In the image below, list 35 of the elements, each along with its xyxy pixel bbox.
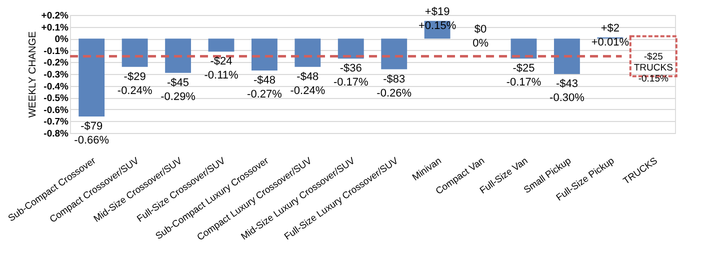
bar <box>294 38 321 67</box>
data-label: -$29 -0.24% <box>117 70 152 97</box>
y-tick-label: -0.1% <box>44 46 70 57</box>
data-label: -$45 -0.29% <box>160 76 196 103</box>
y-tick-label: +0.2% <box>41 10 70 22</box>
data-label: -$43 -0.30% <box>550 78 585 104</box>
data-label: -$24 -0.11% <box>204 56 238 82</box>
data-label: -$48 -0.27% <box>247 74 282 100</box>
data-label: -$48 -0.24% <box>290 70 326 97</box>
y-tick-label: -0.5% <box>44 93 70 104</box>
bar <box>122 38 148 67</box>
bar <box>338 38 364 59</box>
y-tick-label: -0.4% <box>44 81 70 92</box>
bar <box>252 38 278 70</box>
bar <box>208 38 234 52</box>
bar <box>165 38 191 73</box>
y-tick-label: -0.3% <box>44 70 70 80</box>
bar <box>510 38 537 59</box>
ref-line-label: -$25 TRUCKS -0.15% <box>634 51 673 84</box>
y-axis-title: WEEKLY CHANGE <box>27 31 38 118</box>
y-tick-label: -0.7% <box>44 116 70 128</box>
y-tick-label: +0.1% <box>41 22 70 34</box>
bar <box>78 38 105 116</box>
data-label: -$83 -0.26% <box>376 73 412 100</box>
data-label: $0 0% <box>472 24 489 50</box>
data-label: -$25 -0.17% <box>506 62 542 89</box>
data-label: +$2 +0.01% <box>591 22 630 48</box>
bar <box>554 38 580 74</box>
data-label: -$79 -0.66% <box>74 120 110 146</box>
y-tick-label: -0.8% <box>44 128 70 140</box>
data-label: -$36 -0.17% <box>333 62 369 89</box>
bar <box>381 38 408 70</box>
y-tick-label: -0.6% <box>44 104 70 116</box>
y-tick-label: 0% <box>54 34 70 46</box>
y-tick-label: -0.2% <box>44 58 70 69</box>
